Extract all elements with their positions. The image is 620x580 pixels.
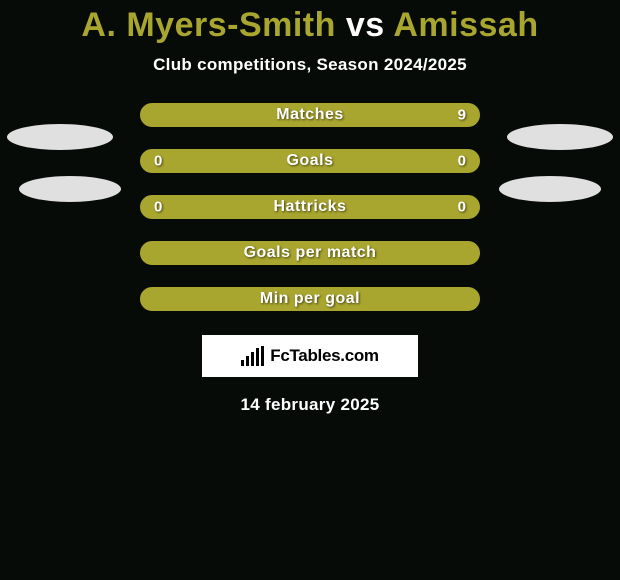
- avatar-placeholder-right-2: [499, 176, 601, 202]
- brand-logo[interactable]: FcTables.com: [202, 335, 418, 377]
- page-title: A. Myers-Smith vs Amissah: [0, 6, 620, 45]
- bar-chart-icon: [241, 346, 264, 366]
- stat-row-matches: Matches 9: [140, 103, 480, 127]
- stat-value-left: 0: [154, 199, 162, 216]
- stat-row-goals-per-match: Goals per match: [140, 241, 480, 265]
- stat-value-right: 0: [458, 199, 466, 216]
- brand-text: FcTables.com: [270, 346, 379, 366]
- stats-list: Matches 9 0 Goals 0 0 Hattricks 0 Goals …: [140, 103, 480, 311]
- stat-row-min-per-goal: Min per goal: [140, 287, 480, 311]
- title-player2: Amissah: [393, 6, 538, 44]
- avatar-placeholder-left-1: [7, 124, 113, 150]
- avatar-placeholder-left-2: [19, 176, 121, 202]
- title-player1: A. Myers-Smith: [81, 6, 336, 44]
- stat-value-left: 0: [154, 153, 162, 170]
- stat-row-hattricks: 0 Hattricks 0: [140, 195, 480, 219]
- subtitle: Club competitions, Season 2024/2025: [0, 55, 620, 75]
- stat-label: Matches: [142, 106, 478, 124]
- stat-value-right: 0: [458, 153, 466, 170]
- title-vs: vs: [346, 6, 385, 44]
- date-label: 14 february 2025: [0, 395, 620, 415]
- comparison-card: A. Myers-Smith vs Amissah Club competiti…: [0, 0, 620, 415]
- stat-label: Goals: [142, 152, 478, 170]
- stat-label: Hattricks: [142, 198, 478, 216]
- stat-value-right: 9: [458, 107, 466, 124]
- stat-label: Min per goal: [142, 290, 478, 308]
- stat-row-goals: 0 Goals 0: [140, 149, 480, 173]
- stat-label: Goals per match: [142, 244, 478, 262]
- avatar-placeholder-right-1: [507, 124, 613, 150]
